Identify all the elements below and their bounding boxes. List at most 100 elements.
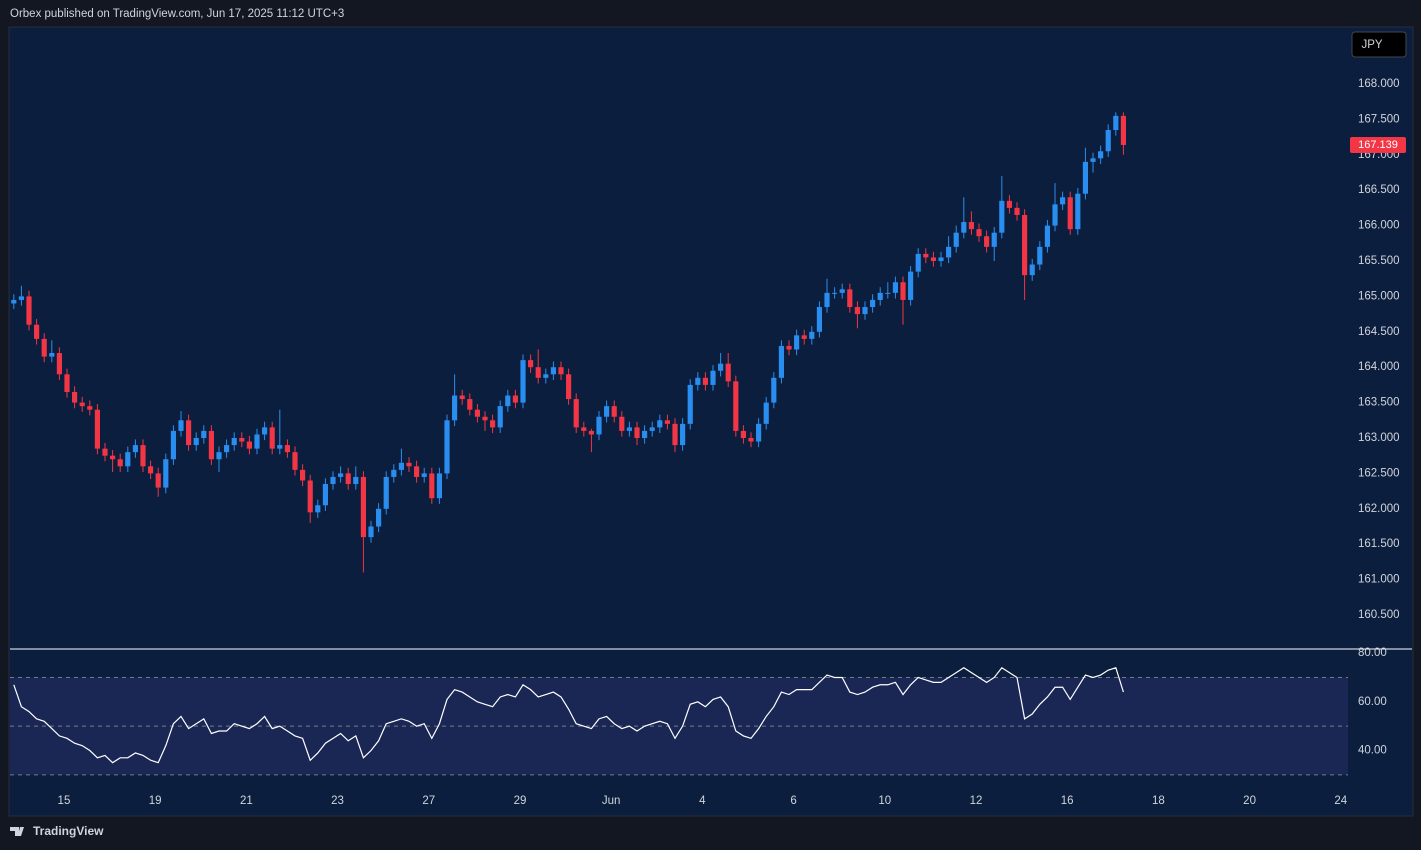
candle-body bbox=[733, 381, 739, 431]
candle-body bbox=[1006, 200, 1012, 208]
candle-body bbox=[1060, 197, 1066, 205]
candle-body bbox=[900, 282, 906, 300]
candle-body bbox=[885, 292, 891, 294]
candle-body bbox=[991, 232, 997, 247]
candle-body bbox=[338, 473, 344, 477]
candle-body bbox=[353, 476, 359, 485]
candle-body bbox=[558, 367, 564, 375]
candle-body bbox=[877, 292, 883, 300]
x-tick-label: 27 bbox=[422, 795, 435, 807]
candle-body bbox=[246, 441, 252, 449]
candle-body bbox=[596, 416, 602, 435]
y-tick-label: 164.500 bbox=[1358, 326, 1400, 338]
candle-body bbox=[581, 427, 587, 431]
y-tick-label: 167.500 bbox=[1358, 113, 1400, 125]
candle-body bbox=[262, 427, 268, 435]
candle-body bbox=[619, 416, 625, 431]
candle-body bbox=[1075, 193, 1081, 230]
candle-body bbox=[49, 353, 55, 357]
y-tick-label: 168.000 bbox=[1358, 78, 1400, 90]
candle-body bbox=[163, 459, 169, 488]
candle-body bbox=[383, 476, 389, 509]
y-tick-label: 163.500 bbox=[1358, 397, 1400, 409]
candle-body bbox=[832, 292, 838, 294]
candle-body bbox=[566, 374, 572, 400]
candle-body bbox=[778, 345, 784, 378]
y-tick-label: 162.500 bbox=[1358, 467, 1400, 479]
candle-body bbox=[178, 420, 184, 431]
candle-body bbox=[953, 232, 959, 247]
candle-body bbox=[1044, 225, 1050, 247]
candle-body bbox=[474, 409, 480, 417]
candle-body bbox=[345, 473, 351, 485]
x-tick-label: 12 bbox=[970, 795, 983, 807]
candle-body bbox=[170, 430, 176, 460]
candle-body bbox=[763, 402, 769, 424]
x-tick-label: 20 bbox=[1243, 795, 1256, 807]
currency-box[interactable] bbox=[1351, 31, 1407, 58]
x-tick-label: 21 bbox=[240, 795, 253, 807]
candle-body bbox=[710, 370, 716, 385]
candle-body bbox=[186, 420, 192, 446]
candle-body bbox=[535, 367, 541, 378]
candle-body bbox=[444, 420, 450, 474]
y-tick-label: 161.000 bbox=[1358, 574, 1400, 586]
candle-body bbox=[870, 299, 876, 308]
candle-body bbox=[748, 438, 754, 442]
candle-body bbox=[1120, 115, 1127, 145]
candle-body bbox=[976, 229, 982, 237]
candle-body bbox=[984, 236, 990, 247]
candle-body bbox=[79, 402, 85, 407]
candle-body bbox=[155, 473, 161, 488]
x-tick-label: 24 bbox=[1334, 795, 1347, 807]
y-tick-label: 161.500 bbox=[1358, 538, 1400, 550]
candle-body bbox=[1029, 264, 1035, 276]
y-tick-label: 80.00 bbox=[1358, 647, 1387, 659]
y-tick-label: 40.00 bbox=[1358, 745, 1387, 757]
y-tick-label: 163.000 bbox=[1358, 432, 1400, 444]
candle-body bbox=[702, 377, 708, 385]
candle-body bbox=[695, 377, 701, 385]
candle-body bbox=[1022, 214, 1028, 276]
currency: JPY bbox=[1361, 39, 1382, 51]
candle-body bbox=[1037, 246, 1043, 265]
candle-body bbox=[368, 526, 374, 538]
candle-body bbox=[718, 363, 724, 371]
candle-body bbox=[520, 360, 526, 403]
candle-body bbox=[999, 200, 1005, 233]
candle-body bbox=[300, 469, 306, 481]
candle-body bbox=[1098, 151, 1104, 159]
candle-body bbox=[573, 399, 579, 428]
candle-body bbox=[284, 445, 290, 453]
candle-body bbox=[102, 448, 108, 456]
candle-body bbox=[634, 427, 640, 439]
y-tick-label: 160.500 bbox=[1358, 609, 1400, 621]
candle-body bbox=[915, 253, 921, 272]
candle-body bbox=[1052, 204, 1058, 226]
candle-body bbox=[930, 257, 936, 261]
candle-body bbox=[254, 434, 260, 449]
x-tick-label: 4 bbox=[699, 795, 706, 807]
candle-body bbox=[938, 257, 944, 261]
candle-body bbox=[908, 271, 914, 300]
candle-body bbox=[505, 395, 511, 407]
candle-body bbox=[459, 395, 465, 400]
candle-body bbox=[626, 427, 632, 431]
x-tick-label: 15 bbox=[58, 795, 71, 807]
candle-body bbox=[512, 395, 518, 403]
candle-body bbox=[269, 427, 275, 449]
candle-body bbox=[756, 423, 762, 442]
last-price-label: 167.139 bbox=[1358, 139, 1398, 151]
candle-body bbox=[543, 374, 549, 378]
candle-body bbox=[642, 430, 648, 439]
candle-body bbox=[862, 307, 868, 315]
candle-body bbox=[771, 377, 777, 403]
candle-body bbox=[923, 253, 929, 258]
candle-body bbox=[847, 289, 853, 308]
y-tick-label: 60.00 bbox=[1358, 696, 1387, 708]
candle-body bbox=[588, 430, 594, 435]
candle-body bbox=[315, 505, 321, 513]
candle-body bbox=[41, 338, 47, 357]
x-tick-label: 23 bbox=[331, 795, 344, 807]
